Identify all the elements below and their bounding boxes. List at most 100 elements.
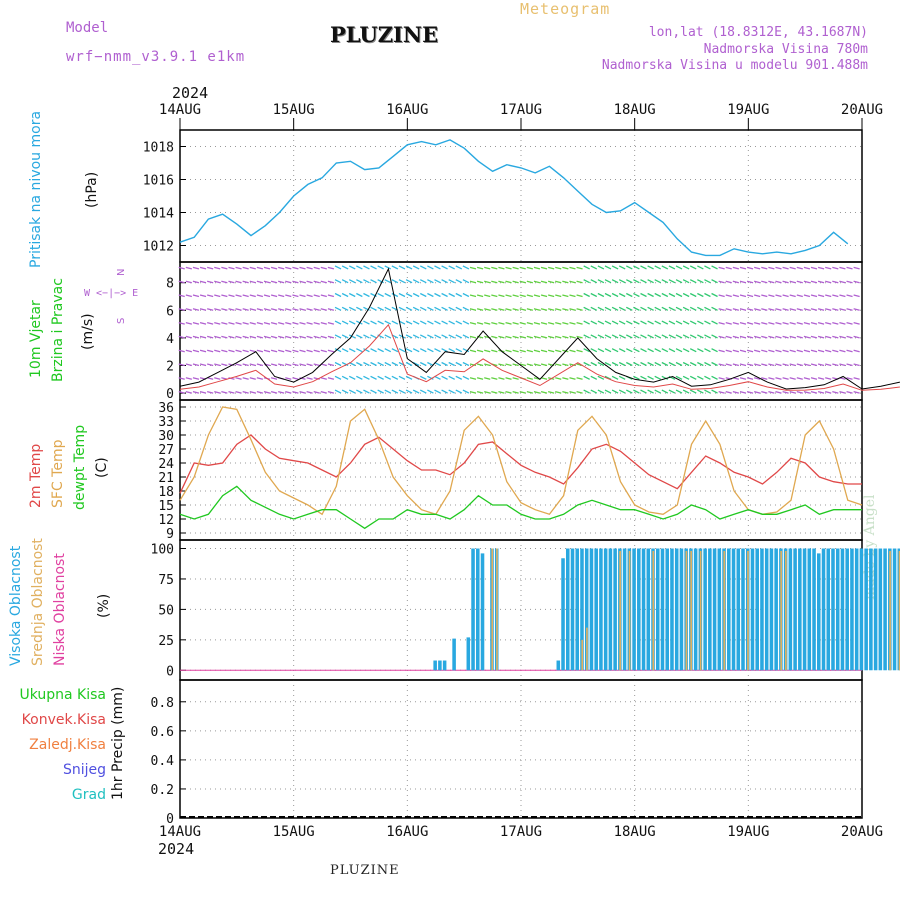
wind-arrow <box>441 279 448 284</box>
cloud-high-bar <box>821 548 826 671</box>
wind-arrow <box>263 280 271 284</box>
wind-arrow <box>221 321 228 325</box>
wind-arrow <box>448 292 455 298</box>
cloud-high-bar <box>580 548 584 671</box>
wind-arrow <box>214 335 221 339</box>
wind-arrow <box>739 390 747 394</box>
wind-arrow <box>448 375 455 380</box>
wind-arrow <box>725 321 732 325</box>
wind-arrow <box>356 292 363 298</box>
wind-arrow <box>178 280 185 284</box>
time-tick-top: 14AUG <box>159 102 201 118</box>
wind-arrow <box>206 349 214 353</box>
wind-arrow <box>654 334 662 339</box>
wind-arrow <box>789 294 796 298</box>
wind-arrow <box>192 266 200 270</box>
cloud-high-bar <box>760 548 764 671</box>
wind-arrow <box>633 361 640 367</box>
wind-arrow <box>697 361 704 367</box>
wind-arrow <box>178 377 185 380</box>
wind-arrow <box>739 377 747 380</box>
wind-arrow <box>192 294 200 298</box>
wind-arrow <box>327 280 335 284</box>
wind-arrow <box>519 294 526 298</box>
wind-arrow <box>611 334 619 339</box>
wind-arrow <box>512 294 519 298</box>
wind-arrow <box>377 361 384 367</box>
wind-arrow <box>739 349 747 353</box>
wind-arrow <box>313 294 320 298</box>
wind-arrow <box>263 266 271 270</box>
wind-arrow <box>704 292 711 298</box>
wind-arrow <box>633 279 640 284</box>
wind-arrow <box>775 280 782 284</box>
wind-arrow <box>555 308 562 311</box>
wind-arrow <box>419 279 427 284</box>
wind-arrow <box>597 389 605 394</box>
wind-arrow <box>647 361 654 367</box>
wind-arrow <box>746 266 754 270</box>
wind-arrow <box>235 390 242 394</box>
wind-arrow <box>221 308 228 311</box>
wind-arrow <box>839 390 846 394</box>
wind-arrow <box>675 265 683 270</box>
wind-arrow <box>768 280 775 284</box>
wind-arrow <box>590 265 598 270</box>
wind-arrow <box>242 308 249 311</box>
wind-arrow <box>334 320 342 325</box>
wind-arrow <box>221 294 228 298</box>
wind-arrow <box>192 349 200 353</box>
wind-arrow <box>242 335 249 339</box>
wind-arrow <box>455 265 463 270</box>
wind-arrow <box>661 306 669 311</box>
wind-arrow <box>448 265 455 270</box>
wind-arrow <box>235 280 242 284</box>
wind-arrow <box>540 294 548 298</box>
wind-arrow <box>299 349 306 353</box>
wind-arrow <box>185 335 192 339</box>
wind-arrow <box>356 320 363 325</box>
wind-arrow <box>846 308 853 311</box>
wind-arrow <box>498 294 505 298</box>
wind-arrow <box>810 308 818 311</box>
wind-arrow <box>739 321 747 325</box>
wind-arrow <box>711 292 718 298</box>
wind-arrow <box>519 308 526 311</box>
wind-arrow <box>391 389 399 394</box>
wind-arrow <box>178 335 185 339</box>
time-tick-top: 19AUG <box>727 102 769 118</box>
wind-arrow <box>725 390 732 394</box>
wind-arrow <box>313 321 320 325</box>
wind-arrow <box>476 377 484 380</box>
wind-arrow <box>398 375 406 380</box>
wind-arrow <box>214 266 221 270</box>
wind-arrow <box>569 280 576 284</box>
wind-arrow <box>249 308 256 311</box>
wind-arrow <box>583 375 590 380</box>
wind-arrow <box>761 335 768 339</box>
wind-arrow <box>540 390 548 394</box>
y-tick-label: 0 <box>166 387 174 402</box>
wind-arrow <box>370 320 377 325</box>
wind-arrow <box>697 375 704 380</box>
wind-arrow <box>825 308 832 311</box>
wind-arrow <box>363 375 370 380</box>
wind-arrow <box>341 320 349 325</box>
wind-arrow <box>199 349 207 353</box>
wind-arrow <box>462 375 470 380</box>
y-tick-label: 21 <box>158 471 174 486</box>
y-tick-label: 30 <box>158 429 174 444</box>
y-tick-label: 8 <box>166 277 174 292</box>
wind-arrow <box>533 335 541 339</box>
wind-arrow <box>547 349 555 353</box>
wind-arrow <box>292 280 299 284</box>
wind-arrow <box>448 348 455 353</box>
wind-arrow <box>448 279 455 284</box>
wind-arrow <box>761 349 768 353</box>
wind-arrow <box>576 280 583 284</box>
cloud-high-bar <box>793 548 797 671</box>
wind-arrow <box>221 335 228 339</box>
wind-arrow <box>228 308 235 311</box>
wind-arrow <box>363 334 370 339</box>
wind-arrow <box>363 265 370 270</box>
